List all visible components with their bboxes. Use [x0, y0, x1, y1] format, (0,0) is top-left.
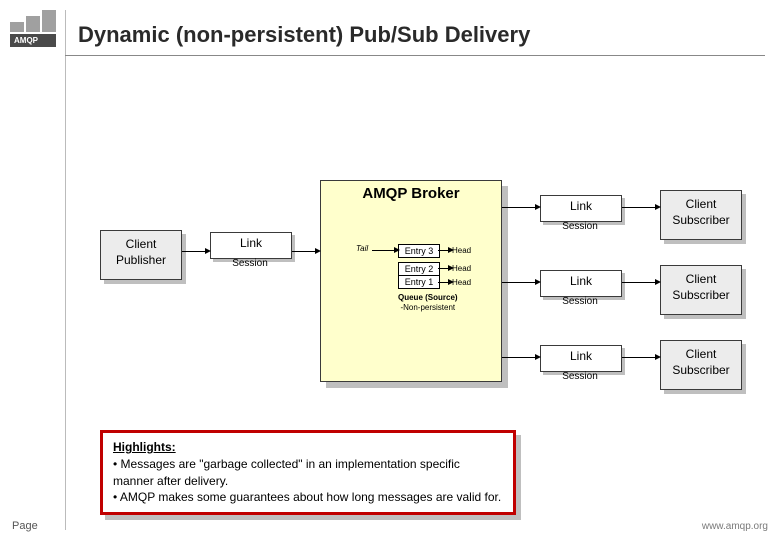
page-label: Page	[12, 520, 38, 532]
link-label: Link	[570, 274, 592, 288]
footer-url: www.amqp.org	[702, 521, 768, 532]
publisher-link-box: Link	[210, 232, 292, 259]
client-publisher-line2: Publisher	[101, 253, 181, 269]
link-label: Link	[570, 199, 592, 213]
sub-session-label: Session	[540, 371, 620, 382]
head-label: Head	[452, 264, 471, 273]
queue-entry: Entry 2	[398, 262, 440, 276]
sub-link-box: Link	[540, 195, 622, 222]
client-subscriber-box: Client Subscriber	[660, 190, 742, 240]
client-subscriber-box: Client Subscriber	[660, 340, 742, 390]
sub-link-box: Link	[540, 270, 622, 297]
highlights-bullet: Messages are "garbage collected" in an i…	[113, 457, 460, 488]
publisher-session-label: Session	[210, 258, 290, 269]
head-label: Head	[452, 246, 471, 255]
head-label: Head	[452, 278, 471, 287]
queue-caption: Queue (Source) -Non-persistent	[398, 293, 458, 312]
link-label: Link	[570, 349, 592, 363]
highlights-box: Highlights: • Messages are "garbage coll…	[100, 430, 516, 515]
logo-text: AMQP	[10, 34, 56, 47]
queue-caption-line2: -Non-persistent	[398, 303, 458, 313]
queue-caption-line1: Queue (Source)	[398, 293, 458, 303]
sub-session-label: Session	[540, 221, 620, 232]
tail-label: Tail	[356, 244, 368, 253]
sub-link-box: Link	[540, 345, 622, 372]
client-publisher-line1: Client	[101, 237, 181, 253]
highlights-title: Highlights:	[113, 440, 176, 454]
client-publisher-box: Client Publisher	[100, 230, 182, 280]
client-subscriber-box: Client Subscriber	[660, 265, 742, 315]
sub-session-label: Session	[540, 296, 620, 307]
title-rule	[65, 55, 765, 56]
queue-entry: Entry 1	[398, 275, 440, 289]
link-label: Link	[240, 236, 262, 250]
queue-entry: Entry 3	[398, 244, 440, 258]
slide-title: Dynamic (non-persistent) Pub/Sub Deliver…	[78, 22, 530, 48]
vertical-rule	[65, 10, 66, 530]
amqp-logo: AMQP	[10, 10, 60, 50]
highlights-bullet: AMQP makes some guarantees about how lon…	[120, 490, 501, 504]
